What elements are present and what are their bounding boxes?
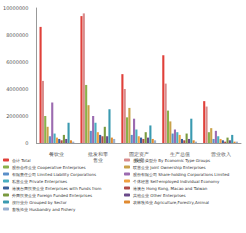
svg-text:合计 Total: 合计 Total bbox=[12, 158, 31, 163]
svg-text:按经济类型分 By Economic Type Groups: 按经济类型分 By Economic Type Groups bbox=[133, 158, 210, 163]
svg-text:10000000: 10000000 bbox=[3, 5, 28, 11]
svg-text:生产总值: 生产总值 bbox=[170, 151, 190, 157]
svg-text:农林牧渔业 Agriculture,Forestry,Ani: 农林牧渔业 Agriculture,Forestry,Animal bbox=[133, 200, 209, 205]
svg-text:股份合作企业 Cooperative Enterprises: 股份合作企业 Cooperative Enterprises bbox=[12, 165, 86, 170]
svg-text:外商投资企业 Foreign Funded Enterpri: 外商投资企业 Foreign Funded Enterprises bbox=[12, 193, 92, 198]
svg-text:批发和零: 批发和零 bbox=[87, 151, 108, 157]
svg-text:港澳台商投资企业 Enterprises with Fund: 港澳台商投资企业 Enterprises with Funds from bbox=[12, 186, 101, 191]
svg-text:固定资产: 固定资产 bbox=[128, 151, 149, 157]
svg-text:营业收入: 营业收入 bbox=[211, 151, 231, 157]
svg-text:2000000: 2000000 bbox=[6, 113, 28, 119]
svg-text:8000000: 8000000 bbox=[6, 32, 28, 38]
svg-text:联营企业 Joint Ownership Enterpris: 联营企业 Joint Ownership Enterprises bbox=[133, 165, 206, 170]
svg-text:按行业分 Grouped by Sector: 按行业分 Grouped by Sector bbox=[12, 200, 67, 205]
svg-text:餐饮业: 餐饮业 bbox=[49, 151, 64, 157]
svg-text:港澳台 Hong Kong, Macao and Taiwa: 港澳台 Hong Kong, Macao and Taiwan bbox=[133, 186, 208, 191]
svg-text:私营企业 Private Enterprises: 私营企业 Private Enterprises bbox=[12, 179, 67, 184]
svg-text:0: 0 bbox=[25, 140, 28, 146]
svg-text:售业: 售业 bbox=[93, 157, 103, 163]
svg-text:4000000: 4000000 bbox=[6, 86, 28, 92]
svg-text:个体经营 Self-employed Individual: 个体经营 Self-employed Individual Economy bbox=[133, 179, 220, 184]
svg-text:有限责任公司 Limited Liability Corpo: 有限责任公司 Limited Liability Corporations bbox=[12, 172, 96, 177]
svg-text:6000000: 6000000 bbox=[6, 59, 28, 65]
svg-text:畜牧渔业 Husbandry and Fishery: 畜牧渔业 Husbandry and Fishery bbox=[12, 207, 76, 212]
svg-text:其他企业 Other Enterprises: 其他企业 Other Enterprises bbox=[133, 193, 186, 198]
svg-text:股份有限公司 Share-holding Corporati: 股份有限公司 Share-holding Corporations Limite… bbox=[133, 172, 230, 177]
